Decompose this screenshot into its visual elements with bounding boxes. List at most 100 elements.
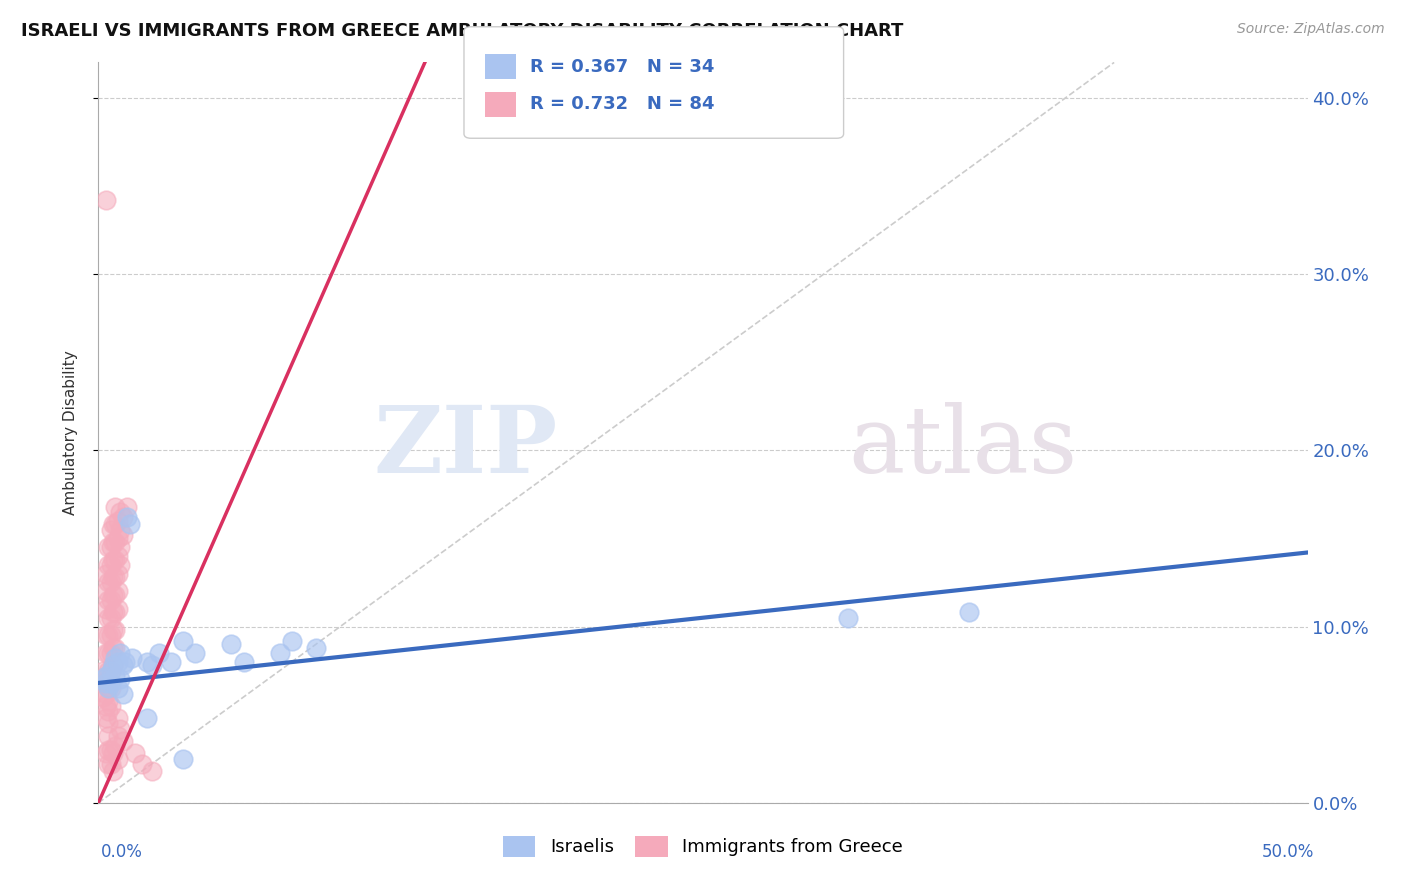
Point bbox=[91, 690, 114, 704]
Point bbox=[101, 658, 124, 673]
Point bbox=[101, 640, 124, 655]
Point bbox=[108, 505, 131, 519]
Point bbox=[107, 729, 129, 743]
Point bbox=[107, 655, 129, 669]
Point bbox=[108, 722, 131, 736]
Point bbox=[184, 646, 207, 660]
Point bbox=[101, 552, 124, 566]
Point bbox=[97, 558, 120, 572]
Point bbox=[91, 673, 114, 687]
Point bbox=[100, 575, 122, 590]
Point bbox=[101, 658, 124, 673]
Point bbox=[104, 535, 127, 549]
Point bbox=[100, 757, 122, 772]
Point bbox=[100, 664, 122, 678]
Point bbox=[108, 540, 131, 554]
Point bbox=[104, 606, 127, 620]
Point bbox=[107, 549, 129, 563]
Point bbox=[91, 676, 114, 690]
Point bbox=[221, 637, 243, 651]
Point bbox=[141, 658, 163, 673]
Point bbox=[97, 729, 120, 743]
Point bbox=[107, 602, 129, 616]
Point bbox=[160, 655, 183, 669]
Legend: Israelis, Immigrants from Greece: Israelis, Immigrants from Greece bbox=[496, 829, 910, 864]
Point bbox=[101, 588, 124, 602]
Point bbox=[97, 540, 120, 554]
Point bbox=[141, 764, 163, 778]
Point bbox=[94, 193, 117, 207]
Point bbox=[100, 628, 122, 642]
Point bbox=[104, 640, 127, 655]
Point bbox=[97, 664, 120, 678]
Point bbox=[100, 743, 122, 757]
Point bbox=[94, 628, 117, 642]
Point bbox=[94, 676, 117, 690]
Point bbox=[305, 640, 328, 655]
Point bbox=[107, 584, 129, 599]
Point bbox=[111, 686, 134, 700]
Point bbox=[108, 646, 131, 660]
Point bbox=[104, 500, 127, 514]
Point bbox=[97, 704, 120, 718]
Point bbox=[104, 570, 127, 584]
Point bbox=[97, 646, 120, 660]
Point bbox=[100, 676, 122, 690]
Point bbox=[100, 664, 122, 678]
Point bbox=[94, 711, 117, 725]
Point bbox=[101, 535, 124, 549]
Y-axis label: Ambulatory Disability: Ambulatory Disability bbox=[63, 351, 77, 515]
Point bbox=[104, 552, 127, 566]
Point bbox=[100, 681, 122, 696]
Point bbox=[117, 510, 139, 524]
Point bbox=[97, 743, 120, 757]
Point bbox=[104, 651, 127, 665]
Point bbox=[97, 575, 120, 590]
Point bbox=[104, 517, 127, 532]
Point bbox=[121, 651, 143, 665]
Text: R = 0.732   N = 84: R = 0.732 N = 84 bbox=[530, 95, 714, 113]
Point bbox=[172, 752, 194, 766]
Point bbox=[94, 747, 117, 761]
Point bbox=[101, 517, 124, 532]
Point bbox=[94, 602, 117, 616]
Point bbox=[94, 669, 117, 683]
Point bbox=[107, 532, 129, 546]
Point bbox=[104, 623, 127, 637]
Point bbox=[117, 500, 139, 514]
Point bbox=[107, 566, 129, 581]
Point bbox=[97, 757, 120, 772]
Point bbox=[91, 664, 114, 678]
Point bbox=[101, 747, 124, 761]
Point bbox=[97, 610, 120, 624]
Point bbox=[100, 523, 122, 537]
Point bbox=[957, 606, 980, 620]
Point bbox=[104, 739, 127, 754]
Point bbox=[100, 610, 122, 624]
Text: ISRAELI VS IMMIGRANTS FROM GREECE AMBULATORY DISABILITY CORRELATION CHART: ISRAELI VS IMMIGRANTS FROM GREECE AMBULA… bbox=[21, 22, 904, 40]
Point bbox=[107, 711, 129, 725]
Point bbox=[148, 646, 170, 660]
Point bbox=[94, 698, 117, 713]
Point bbox=[108, 523, 131, 537]
Point bbox=[172, 633, 194, 648]
Point bbox=[97, 693, 120, 707]
Point bbox=[100, 593, 122, 607]
Point bbox=[107, 681, 129, 696]
Text: R = 0.367   N = 34: R = 0.367 N = 34 bbox=[530, 58, 714, 76]
Point bbox=[101, 606, 124, 620]
Point bbox=[97, 681, 120, 696]
Point bbox=[114, 655, 136, 669]
Point bbox=[101, 570, 124, 584]
Text: 0.0%: 0.0% bbox=[101, 843, 143, 861]
Point bbox=[107, 752, 129, 766]
Point bbox=[118, 517, 141, 532]
Point bbox=[97, 681, 120, 696]
Point bbox=[100, 540, 122, 554]
Text: Source: ZipAtlas.com: Source: ZipAtlas.com bbox=[1237, 22, 1385, 37]
Point bbox=[135, 655, 157, 669]
Point bbox=[94, 669, 117, 683]
Point bbox=[108, 558, 131, 572]
Point bbox=[100, 646, 122, 660]
Point bbox=[135, 711, 157, 725]
